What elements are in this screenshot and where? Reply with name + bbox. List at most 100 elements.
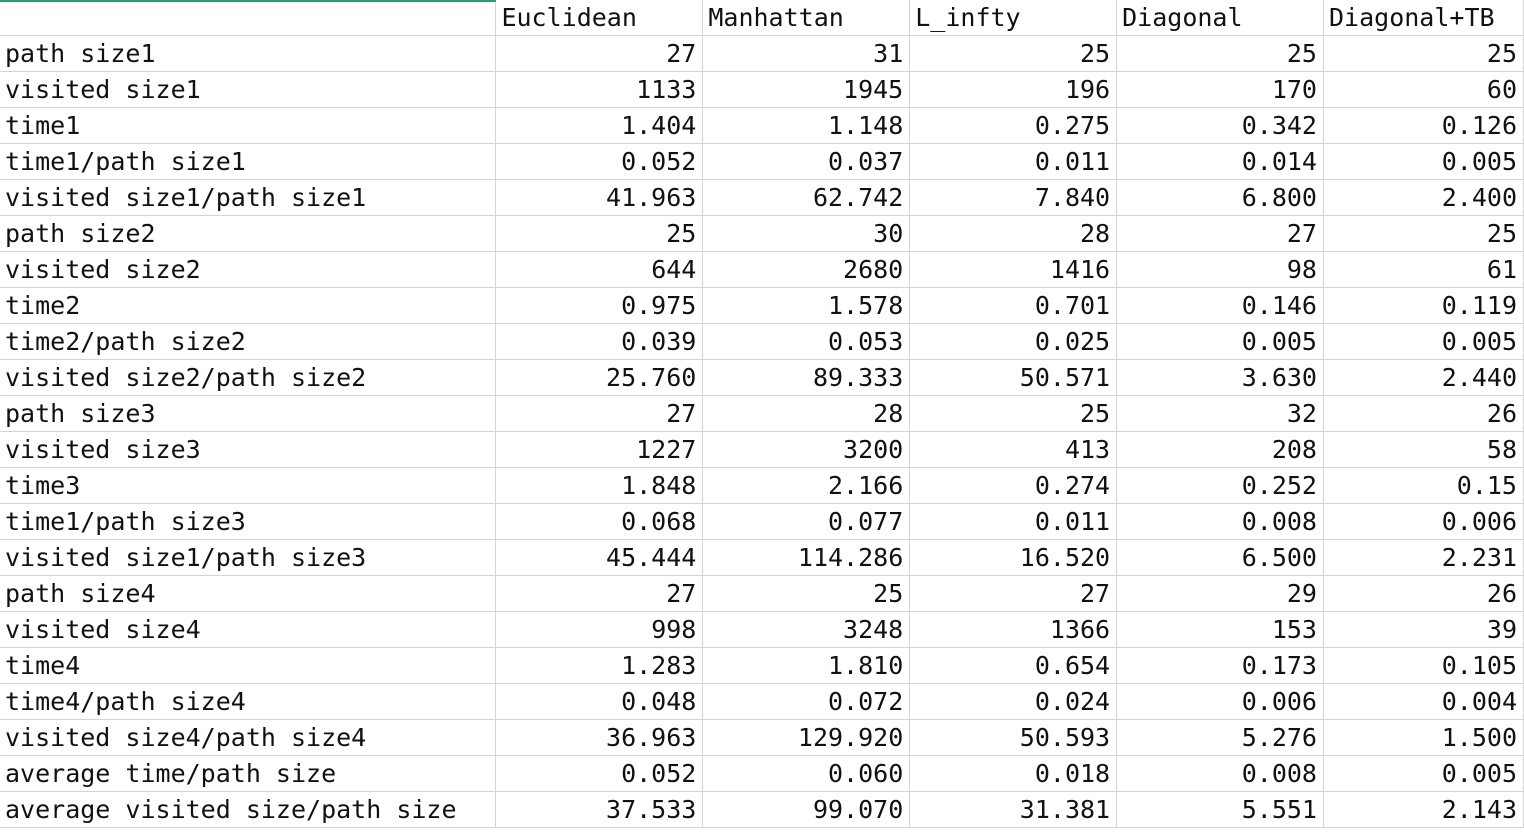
value-cell[interactable]: 0.146 <box>1116 287 1324 324</box>
row-label-cell[interactable]: time4/path size4 <box>0 683 497 720</box>
value-cell[interactable]: 25 <box>1322 35 1524 72</box>
value-cell[interactable]: 0.018 <box>909 755 1118 792</box>
value-cell[interactable]: 1227 <box>495 431 704 468</box>
value-cell[interactable]: 413 <box>909 431 1118 468</box>
value-cell[interactable]: 0.126 <box>1322 107 1524 144</box>
value-cell[interactable]: 28 <box>909 215 1118 252</box>
value-cell[interactable]: 0.975 <box>495 287 704 324</box>
value-cell[interactable]: 1366 <box>909 611 1118 648</box>
value-cell[interactable]: 1416 <box>909 251 1118 288</box>
row-label-cell[interactable]: visited size2/path size2 <box>0 359 497 396</box>
value-cell[interactable]: 0.008 <box>1116 503 1324 540</box>
value-cell[interactable]: 1.283 <box>495 647 704 684</box>
value-cell[interactable]: 208 <box>1116 431 1324 468</box>
value-cell[interactable]: 7.840 <box>909 179 1118 216</box>
value-cell[interactable]: 1.810 <box>702 647 911 684</box>
value-cell[interactable]: 0.701 <box>909 287 1118 324</box>
value-cell[interactable]: 89.333 <box>702 359 911 396</box>
value-cell[interactable]: 0.15 <box>1322 467 1524 504</box>
value-cell[interactable]: 29 <box>1116 575 1324 612</box>
value-cell[interactable]: 0.005 <box>1322 755 1524 792</box>
value-cell[interactable]: 1133 <box>495 71 704 108</box>
value-cell[interactable]: 26 <box>1322 395 1524 432</box>
value-cell[interactable]: 58 <box>1322 431 1524 468</box>
value-cell[interactable]: 196 <box>909 71 1118 108</box>
value-cell[interactable]: 25 <box>1322 215 1524 252</box>
value-cell[interactable]: 0.342 <box>1116 107 1324 144</box>
value-cell[interactable]: 0.072 <box>702 683 911 720</box>
row-label-cell[interactable]: average time/path size <box>0 755 497 792</box>
row-label-cell[interactable]: visited size4/path size4 <box>0 719 497 756</box>
value-cell[interactable]: 41.963 <box>495 179 704 216</box>
row-label-cell[interactable]: path size1 <box>0 35 497 72</box>
row-label-cell[interactable]: visited size3 <box>0 431 497 468</box>
value-cell[interactable]: 30 <box>702 215 911 252</box>
value-cell[interactable]: 0.005 <box>1322 143 1524 180</box>
value-cell[interactable]: 2680 <box>702 251 911 288</box>
value-cell[interactable]: 62.742 <box>702 179 911 216</box>
value-cell[interactable]: 0.011 <box>909 143 1118 180</box>
value-cell[interactable]: 3248 <box>702 611 911 648</box>
value-cell[interactable]: 39 <box>1322 611 1524 648</box>
value-cell[interactable]: 0.654 <box>909 647 1118 684</box>
value-cell[interactable]: 16.520 <box>909 539 1118 576</box>
value-cell[interactable]: 0.025 <box>909 323 1118 360</box>
value-cell[interactable]: 61 <box>1322 251 1524 288</box>
row-label-cell[interactable]: time3 <box>0 467 497 504</box>
value-cell[interactable]: 0.024 <box>909 683 1118 720</box>
value-cell[interactable]: 2.231 <box>1322 539 1524 576</box>
value-cell[interactable]: 114.286 <box>702 539 911 576</box>
row-label-cell[interactable]: visited size1/path size3 <box>0 539 497 576</box>
value-cell[interactable]: 6.800 <box>1116 179 1324 216</box>
value-cell[interactable]: 0.005 <box>1116 323 1324 360</box>
value-cell[interactable]: 31 <box>702 35 911 72</box>
value-cell[interactable]: 50.571 <box>909 359 1118 396</box>
value-cell[interactable]: 0.275 <box>909 107 1118 144</box>
value-cell[interactable]: 0.053 <box>702 323 911 360</box>
row-label-cell[interactable]: path size3 <box>0 395 497 432</box>
value-cell[interactable]: 1.500 <box>1322 719 1524 756</box>
value-cell[interactable]: 5.276 <box>1116 719 1324 756</box>
value-cell[interactable]: 0.006 <box>1322 503 1524 540</box>
value-cell[interactable]: 1.148 <box>702 107 911 144</box>
value-cell[interactable]: 2.143 <box>1322 791 1524 828</box>
value-cell[interactable]: 2.166 <box>702 467 911 504</box>
value-cell[interactable]: 1.848 <box>495 467 704 504</box>
value-cell[interactable]: 998 <box>495 611 704 648</box>
value-cell[interactable]: 0.105 <box>1322 647 1524 684</box>
value-cell[interactable]: 2.400 <box>1322 179 1524 216</box>
value-cell[interactable]: 37.533 <box>495 791 704 828</box>
row-label-cell[interactable]: time1/path size3 <box>0 503 497 540</box>
header-cell-diagonal[interactable]: Diagonal <box>1116 0 1324 36</box>
value-cell[interactable]: 129.920 <box>702 719 911 756</box>
value-cell[interactable]: 1.404 <box>495 107 704 144</box>
value-cell[interactable]: 25.760 <box>495 359 704 396</box>
header-cell-euclidean[interactable]: Euclidean <box>495 0 704 36</box>
value-cell[interactable]: 5.551 <box>1116 791 1324 828</box>
value-cell[interactable]: 0.039 <box>495 323 704 360</box>
value-cell[interactable]: 1945 <box>702 71 911 108</box>
value-cell[interactable]: 0.008 <box>1116 755 1324 792</box>
value-cell[interactable]: 27 <box>909 575 1118 612</box>
value-cell[interactable]: 1.578 <box>702 287 911 324</box>
value-cell[interactable]: 0.060 <box>702 755 911 792</box>
value-cell[interactable]: 45.444 <box>495 539 704 576</box>
value-cell[interactable]: 153 <box>1116 611 1324 648</box>
value-cell[interactable]: 0.037 <box>702 143 911 180</box>
value-cell[interactable]: 28 <box>702 395 911 432</box>
value-cell[interactable]: 0.173 <box>1116 647 1324 684</box>
value-cell[interactable]: 60 <box>1322 71 1524 108</box>
value-cell[interactable]: 0.068 <box>495 503 704 540</box>
value-cell[interactable]: 25 <box>909 35 1118 72</box>
value-cell[interactable]: 27 <box>495 575 704 612</box>
value-cell[interactable]: 0.004 <box>1322 683 1524 720</box>
row-label-cell[interactable]: visited size1/path size1 <box>0 179 497 216</box>
value-cell[interactable]: 25 <box>495 215 704 252</box>
value-cell[interactable]: 98 <box>1116 251 1324 288</box>
row-label-cell[interactable]: time2/path size2 <box>0 323 497 360</box>
value-cell[interactable]: 0.005 <box>1322 323 1524 360</box>
value-cell[interactable]: 6.500 <box>1116 539 1324 576</box>
value-cell[interactable]: 50.593 <box>909 719 1118 756</box>
value-cell[interactable]: 0.252 <box>1116 467 1324 504</box>
value-cell[interactable]: 32 <box>1116 395 1324 432</box>
